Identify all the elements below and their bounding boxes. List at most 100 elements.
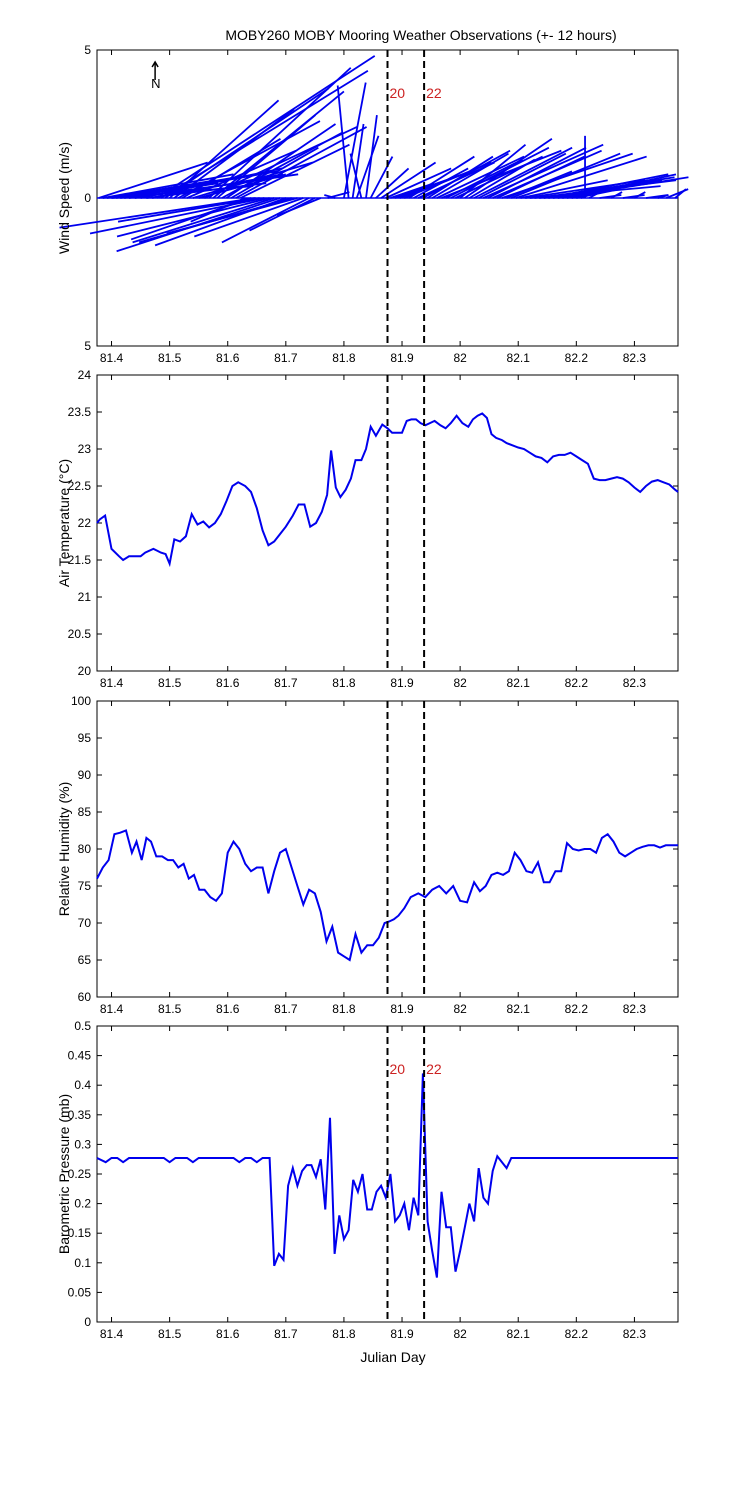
y-tick-label: 0.3 — [74, 1137, 91, 1151]
north-label: N — [151, 76, 160, 91]
wind-stick — [413, 167, 469, 199]
y-axis-label: Relative Humidity (%) — [56, 782, 72, 917]
chart-panel-2: 81.4 81.5 81.6 81.7 81.8 81.9 82 82.1 82.2 82.3 20… — [56, 368, 679, 690]
wind-stick — [351, 123, 365, 199]
y-tick-label: 21 — [78, 590, 92, 604]
north-arrow-head — [151, 60, 159, 68]
x-tick-label: 82.3 — [623, 1002, 647, 1016]
chart-panel-1: 81.4 81.5 81.6 81.7 81.8 81.9 82 82.1 82.2 82.3 5 0… — [56, 43, 689, 365]
x-tick-label: 81.8 — [332, 1002, 356, 1016]
wind-stick — [276, 197, 322, 217]
x-tick-label: 82.1 — [507, 1002, 531, 1016]
x-tick-label: 82.2 — [565, 351, 589, 365]
wind-stick — [390, 182, 435, 199]
x-tick-label: 81.6 — [216, 1327, 240, 1341]
wind-stick — [450, 146, 550, 199]
chart-panel-3: 81.4 81.5 81.6 81.7 81.8 81.9 82 82.1 82.2 82.3 60… — [56, 694, 679, 1016]
y-tick-label: 23 — [78, 442, 92, 456]
x-tick-label: 82.3 — [623, 1327, 647, 1341]
y-axis-label: Barometric Pressure (mb) — [56, 1094, 72, 1254]
y-tick-label: 95 — [78, 731, 92, 745]
wind-stick — [116, 197, 270, 238]
wind-stick — [431, 152, 509, 199]
x-tick-label: 81.4 — [100, 351, 124, 365]
wind-stick — [571, 182, 638, 199]
y-tick-label: 20.5 — [68, 627, 92, 641]
x-tick-label: 81.9 — [390, 1327, 414, 1341]
y-tick-label: 65 — [78, 953, 92, 967]
wind-stick — [132, 197, 275, 244]
wind-stick — [610, 191, 623, 199]
x-tick-label: 81.6 — [216, 1002, 240, 1016]
y-tick-label: 21.5 — [68, 553, 92, 567]
x-tick-label: 81.8 — [332, 351, 356, 365]
y-tick-label: 0.2 — [74, 1197, 91, 1211]
wind-stick — [599, 194, 622, 199]
wind-stick — [622, 194, 645, 199]
x-tick-label: 81.5 — [158, 676, 182, 690]
y-axis-label: Air Temperature (°C) — [56, 459, 72, 587]
x-tick-label: 81.7 — [274, 676, 298, 690]
wind-stick — [212, 90, 345, 199]
x-tick-label: 81.7 — [274, 1327, 298, 1341]
wind-stick — [365, 115, 378, 199]
x-tick-label: 81.4 — [100, 676, 124, 690]
wind-stick — [89, 197, 265, 235]
x-tick-label: 82 — [453, 676, 467, 690]
x-tick-label: 81.5 — [158, 351, 182, 365]
wind-stick — [324, 194, 336, 199]
wind-stick — [349, 153, 363, 199]
wind-stick — [230, 146, 319, 199]
y-tick-label: 0.05 — [68, 1285, 92, 1299]
y-tick-label: 22.5 — [68, 479, 92, 493]
wind-stick — [408, 155, 475, 199]
wind-stick — [208, 67, 352, 199]
wind-stick — [385, 167, 452, 199]
wind-stick — [375, 167, 410, 199]
wind-stick — [235, 126, 368, 199]
data-series-line — [96, 412, 679, 568]
wind-stick — [478, 152, 567, 199]
y-tick-label: 75 — [78, 879, 92, 893]
wind-stick — [510, 152, 621, 199]
y-tick-label: 23.5 — [68, 405, 92, 419]
wind-stick — [181, 138, 281, 199]
y-tick-label: 70 — [78, 916, 92, 930]
x-tick-label: 82.2 — [565, 1002, 589, 1016]
x-tick-label: 82 — [453, 1327, 467, 1341]
y-tick-label: 0.4 — [74, 1078, 91, 1092]
y-tick-label: 60 — [78, 990, 92, 1004]
data-series-line — [96, 1073, 678, 1278]
wind-stick — [216, 114, 316, 199]
x-tick-label: 82.2 — [565, 1327, 589, 1341]
y-tick-label: 22 — [78, 516, 92, 530]
y-tick-label: 5 — [84, 339, 91, 353]
wind-stick — [506, 170, 573, 199]
x-tick-label: 81.7 — [274, 1002, 298, 1016]
time-marker-label: 22 — [426, 85, 442, 101]
y-tick-label: 0.45 — [68, 1049, 92, 1063]
wind-stick — [633, 191, 646, 199]
time-marker-label: 20 — [390, 85, 406, 101]
y-tick-label: 24 — [78, 368, 92, 382]
y-tick-label: 85 — [78, 805, 92, 819]
time-marker-label: 22 — [426, 1061, 442, 1077]
y-tick-label: 0.1 — [74, 1256, 91, 1270]
x-tick-label: 81.9 — [390, 351, 414, 365]
x-tick-label: 81.4 — [100, 1002, 124, 1016]
wind-stick — [515, 155, 647, 199]
wind-stick — [588, 191, 601, 199]
wind-stick — [520, 179, 608, 199]
y-tick-label: 20 — [78, 664, 92, 678]
figure-title: MOBY260 MOBY Mooring Weather Observation… — [225, 27, 616, 43]
y-tick-label: 80 — [78, 842, 92, 856]
x-tick-label: 82.1 — [507, 676, 531, 690]
x-tick-label: 81.6 — [216, 676, 240, 690]
wind-stick — [221, 197, 310, 244]
wind-stick — [117, 197, 260, 223]
x-axis-label: Julian Day — [360, 1349, 425, 1365]
x-tick-label: 81.8 — [332, 676, 356, 690]
x-tick-label: 81.5 — [158, 1327, 182, 1341]
x-tick-label: 82 — [453, 1002, 467, 1016]
